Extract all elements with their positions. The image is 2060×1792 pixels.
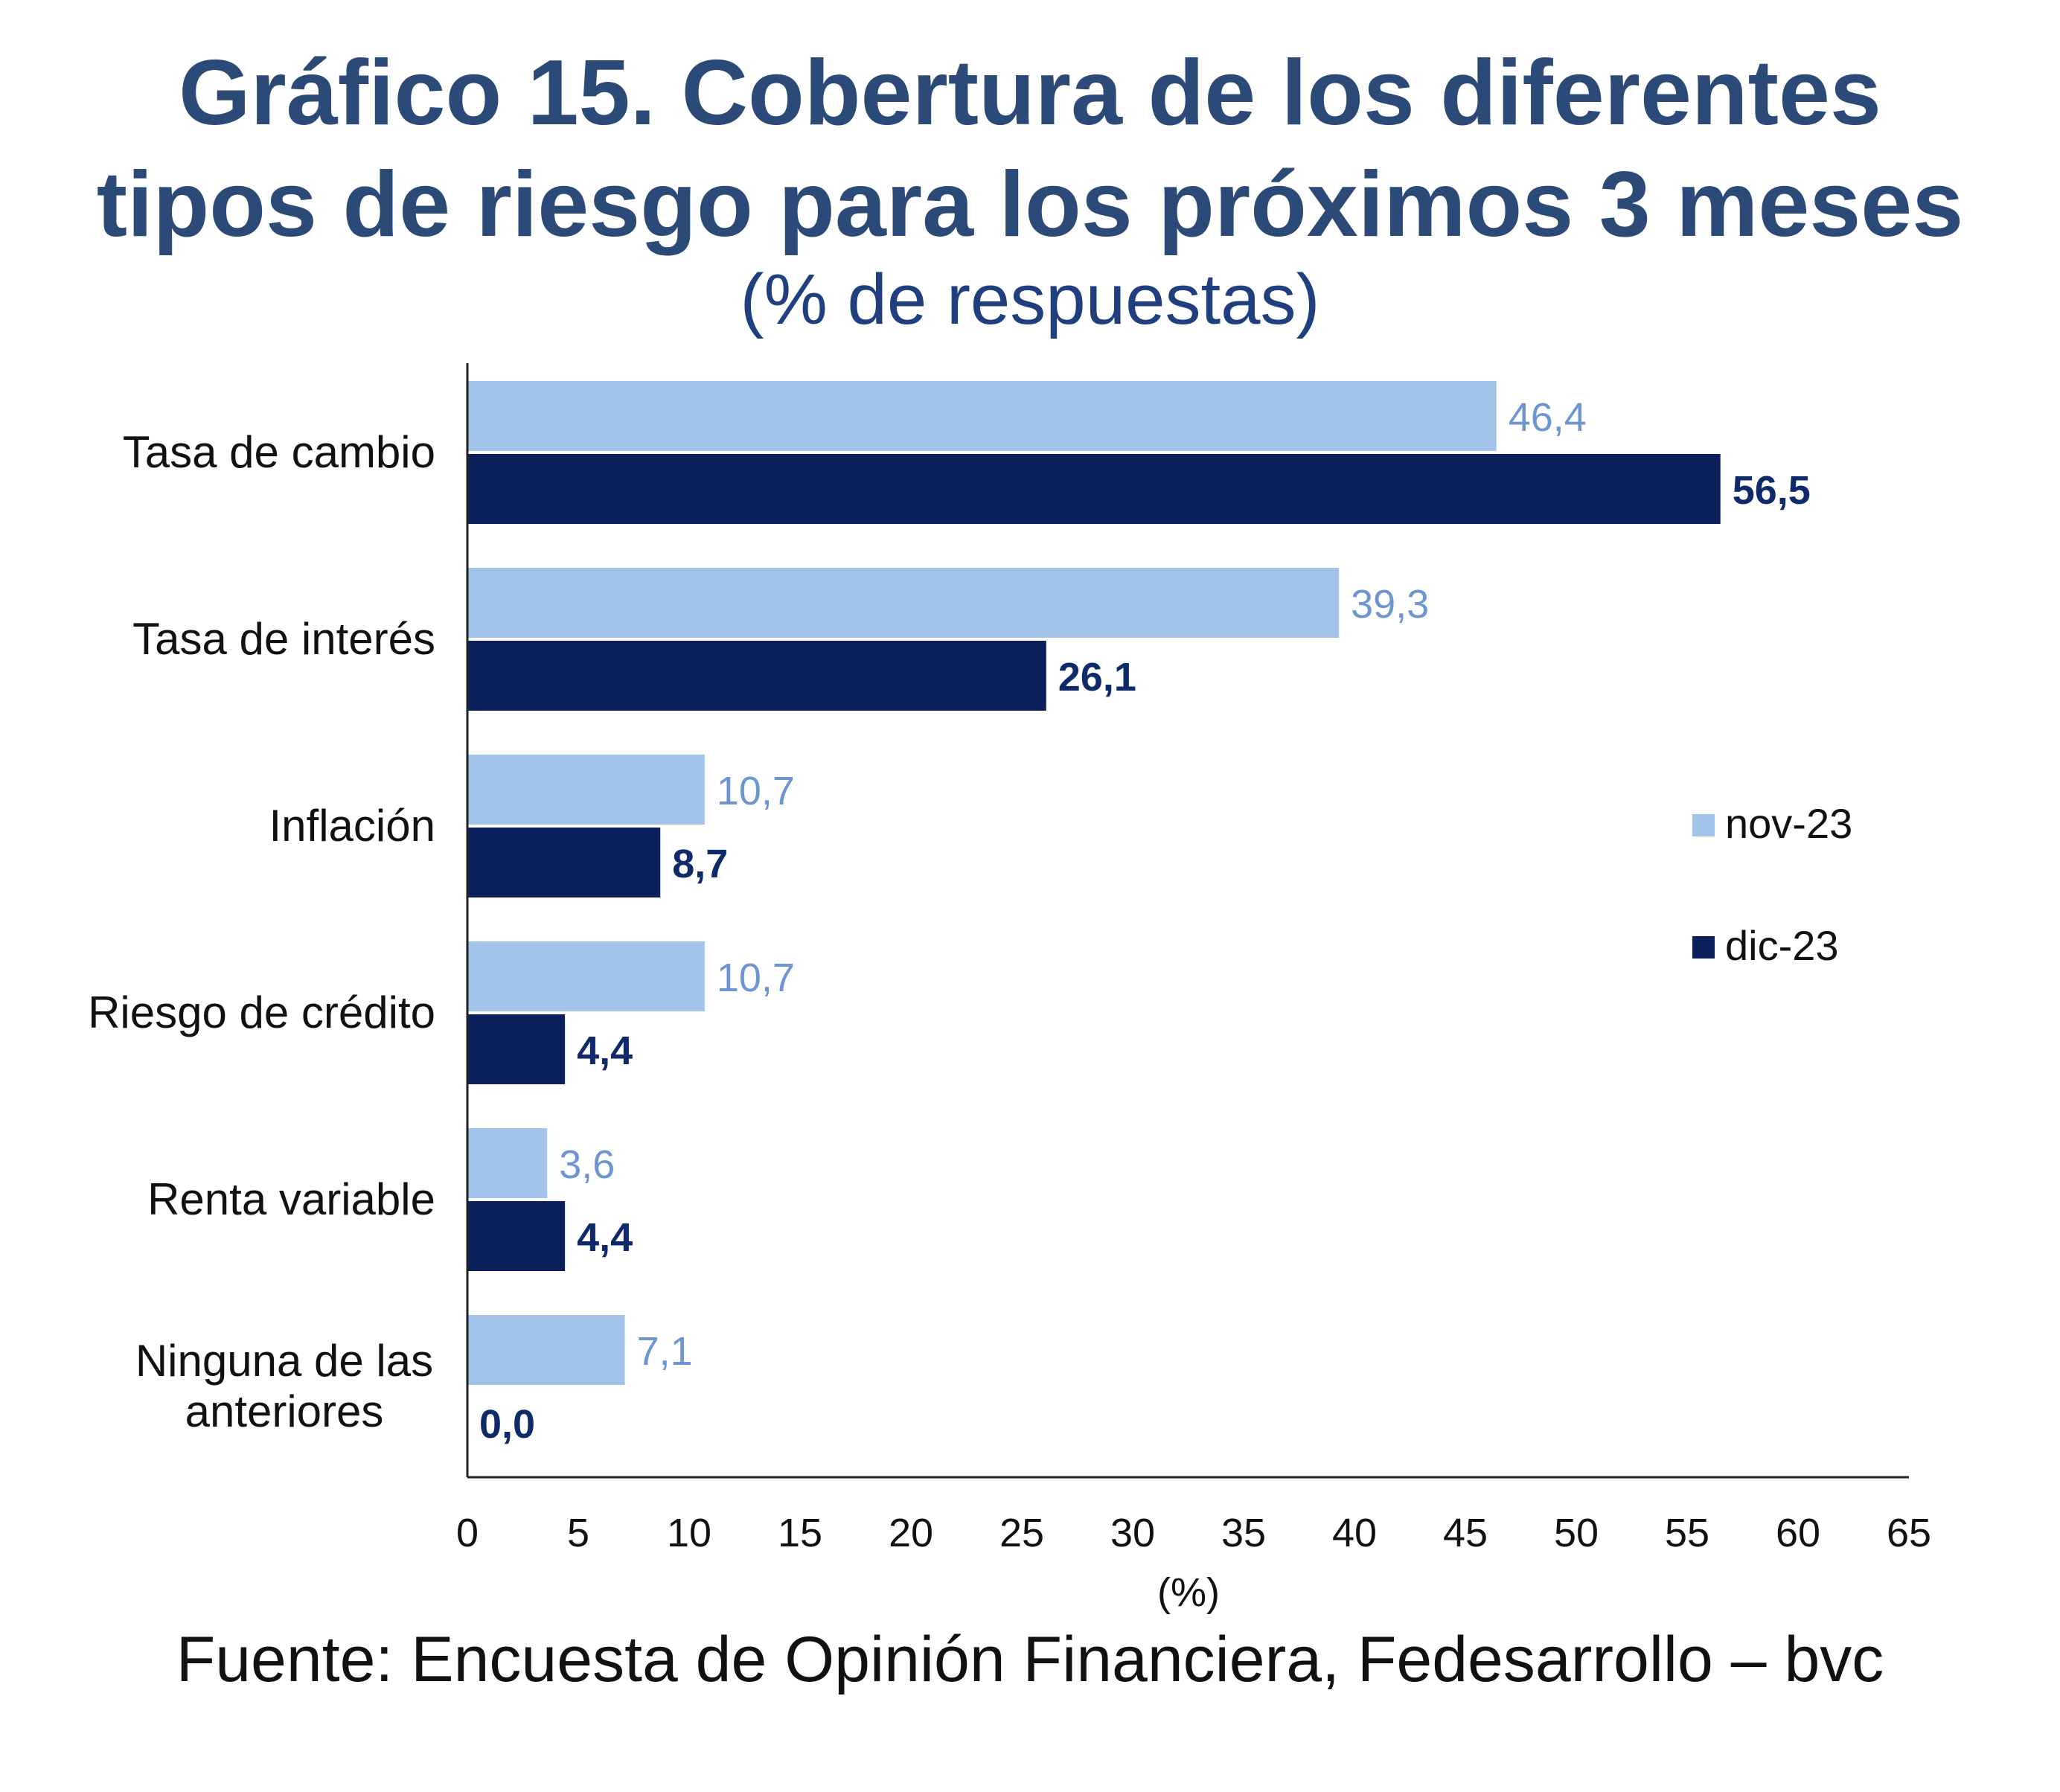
data-label-dic-23: 0,0	[479, 1402, 535, 1447]
category-label: Tasa de cambio	[123, 427, 435, 477]
bar-dic-23	[467, 641, 1046, 711]
x-tick-label: 60	[1776, 1511, 1820, 1555]
bar-nov-23	[467, 381, 1497, 451]
x-tick-label: 50	[1554, 1511, 1599, 1555]
chart-title-line-1: Gráfico 15. Cobertura de los diferentes	[179, 42, 1881, 144]
x-tick-label: 25	[999, 1511, 1044, 1555]
x-tick-label: 20	[889, 1511, 933, 1555]
data-label-nov-23: 39,3	[1351, 582, 1429, 627]
legend-label-nov-23: nov-23	[1725, 800, 1852, 847]
source-note: Fuente: Encuesta de Opinión Financiera, …	[176, 1624, 1884, 1695]
data-label-nov-23: 46,4	[1509, 395, 1587, 440]
x-tick-label: 5	[567, 1511, 589, 1555]
chart-title-line-2: tipos de riesgo para los próximos 3 mese…	[96, 153, 1964, 256]
x-tick-label: 55	[1665, 1511, 1709, 1555]
plot-area: Tasa de cambio 46,4 56,5 Tasa de interés 39,…	[88, 363, 1931, 1615]
category-label-line: Ninguna de las	[135, 1336, 433, 1386]
data-label-dic-23: 56,5	[1733, 468, 1811, 513]
x-tick-label: 0	[456, 1511, 479, 1555]
x-tick-label: 30	[1110, 1511, 1155, 1555]
data-label-nov-23: 3,6	[559, 1142, 615, 1187]
category-label: Inflación	[269, 801, 435, 851]
bar-nov-23	[467, 755, 705, 825]
legend-swatch-nov-23	[1692, 814, 1715, 836]
chart-subtitle: (% de respuestas)	[740, 260, 1320, 339]
x-tick-label: 35	[1221, 1511, 1266, 1555]
category-label: Renta variable	[147, 1174, 435, 1224]
bar-nov-23	[467, 1128, 548, 1198]
bar-dic-23	[467, 1201, 566, 1271]
bar-nov-23	[467, 568, 1340, 638]
category-label: Riesgo de crédito	[88, 988, 435, 1037]
data-label-dic-23: 4,4	[577, 1215, 633, 1260]
data-label-dic-23: 4,4	[577, 1028, 633, 1073]
x-axis-title: (%)	[1157, 1570, 1220, 1615]
x-tick-label: 10	[667, 1511, 711, 1555]
category-label: Ninguna de las anteriores	[135, 1336, 433, 1436]
chart-title: Gráfico 15. Cobertura de los diferentes …	[0, 37, 2060, 260]
bar-dic-23	[467, 828, 661, 897]
data-label-nov-23: 7,1	[637, 1329, 693, 1374]
bar-nov-23	[467, 941, 705, 1011]
x-tick-label: 45	[1443, 1511, 1488, 1555]
category-label-line: anteriores	[185, 1386, 384, 1436]
bar-dic-23	[467, 454, 1721, 524]
legend-label-dic-23: dic-23	[1725, 922, 1839, 969]
data-label-nov-23: 10,7	[717, 769, 795, 813]
x-tick-label: 40	[1332, 1511, 1377, 1555]
data-label-dic-23: 26,1	[1058, 655, 1136, 700]
data-label-nov-23: 10,7	[717, 956, 795, 1000]
data-label-dic-23: 8,7	[672, 842, 728, 886]
x-tick-label: 15	[778, 1511, 822, 1555]
x-tick-label: 65	[1887, 1511, 1931, 1555]
legend-swatch-dic-23	[1692, 936, 1715, 959]
bar-dic-23	[467, 1014, 566, 1084]
category-label: Tasa de interés	[132, 614, 435, 664]
bar-nov-23	[467, 1315, 625, 1385]
